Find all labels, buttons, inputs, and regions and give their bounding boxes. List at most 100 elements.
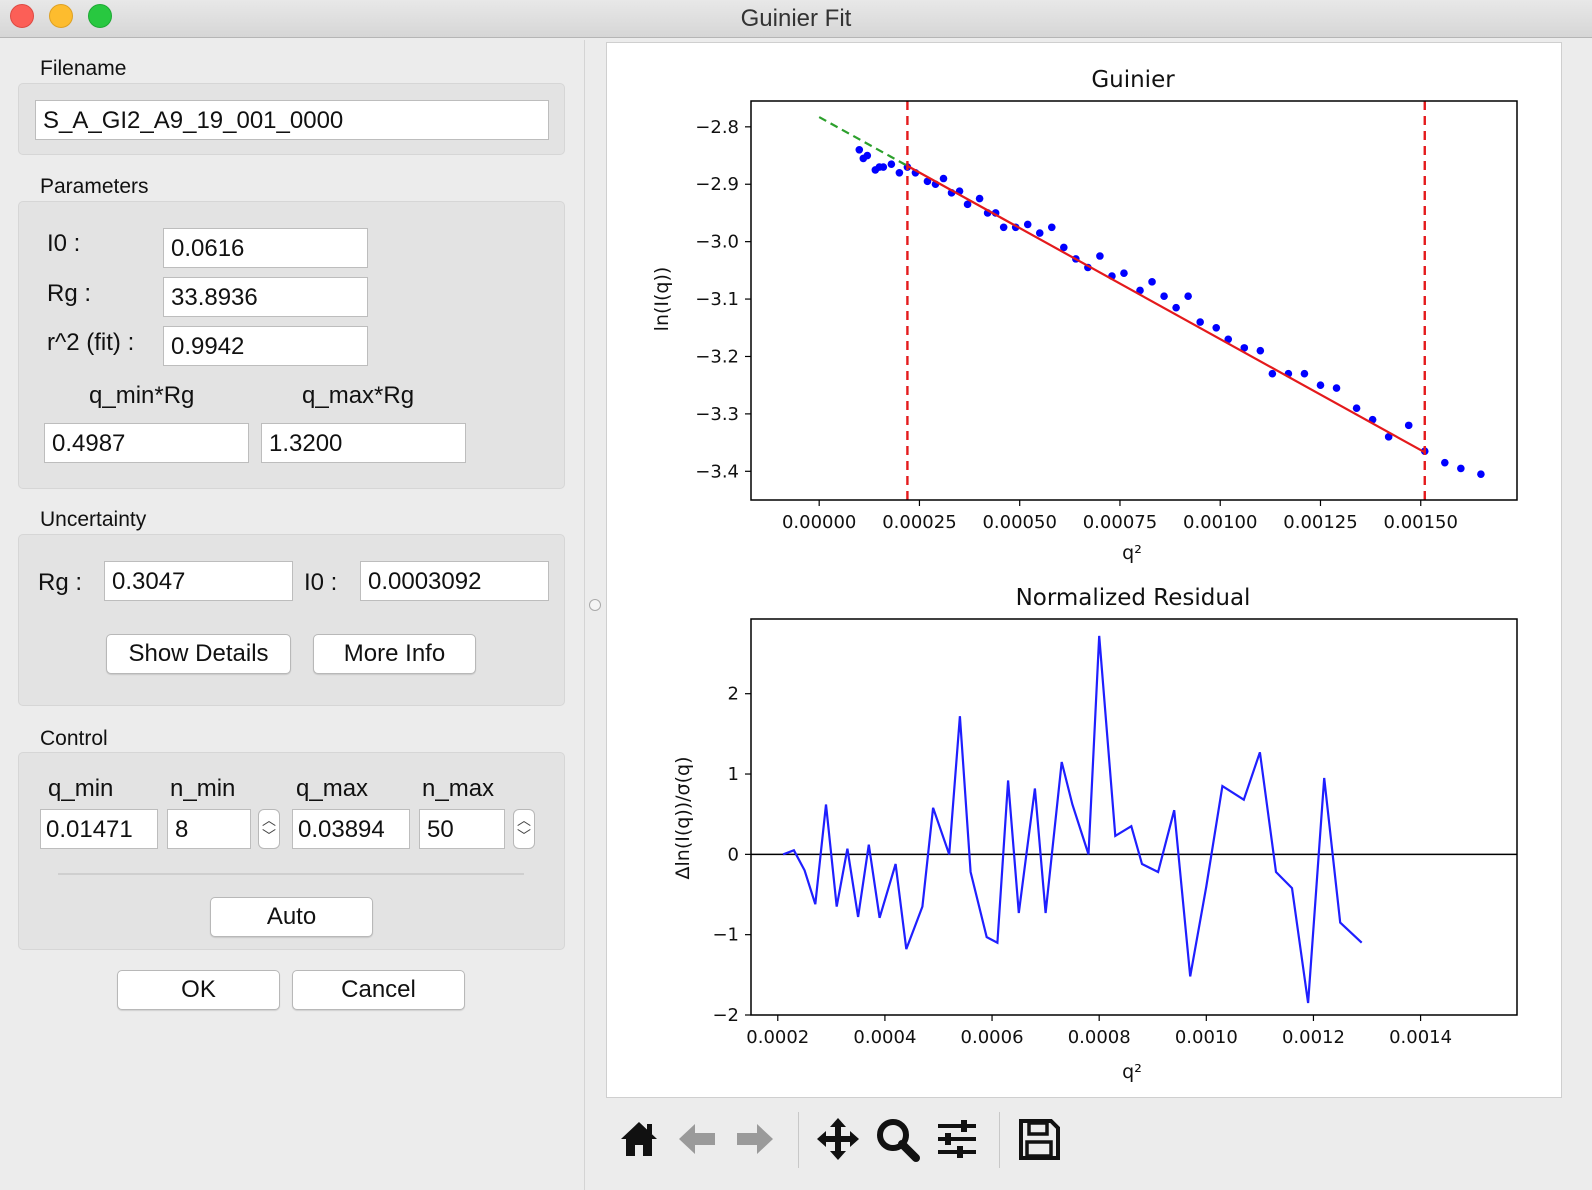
plot-toolbar: [604, 1102, 1564, 1190]
toolbar-separator: [798, 1112, 799, 1168]
rg-uncertainty-label: Rg :: [38, 569, 83, 596]
guinier-marks: [818, 101, 1485, 500]
data-point: [1384, 433, 1393, 441]
data-point: [1035, 229, 1044, 237]
n-min-stepper[interactable]: ︿ ﹀: [258, 809, 280, 849]
toolbar-separator: [999, 1112, 1000, 1168]
i0-uncertainty-label: I0 :: [304, 569, 338, 596]
chevron-up-icon[interactable]: ︿: [262, 812, 276, 828]
residual-ylabel: Δln(I(q))/σ(q): [672, 757, 694, 880]
residual-axes-frame: [750, 618, 1518, 1016]
data-point: [1136, 286, 1144, 295]
maximize-window-button[interactable]: [88, 4, 112, 28]
data-point: [1477, 470, 1485, 478]
filename-field[interactable]: S_A_GI2_A9_19_001_0000: [35, 100, 549, 140]
n-min-label: n_min: [170, 775, 236, 802]
qmax-rg-label: q_max*Rg: [302, 382, 415, 409]
residual-ytick-label: 1: [728, 764, 739, 785]
parameters-section-label: Parameters: [40, 175, 149, 198]
i0-field[interactable]: 0.0616: [163, 228, 368, 268]
data-point: [1047, 223, 1056, 232]
pan-icon[interactable]: [809, 1110, 867, 1168]
data-point: [1196, 318, 1204, 326]
data-point: [1023, 220, 1032, 229]
residual-chart: Normalized Residual 0.0002 0.0004 0.0006 0.…: [672, 585, 1518, 1083]
data-point: [939, 174, 948, 183]
panel-splitter[interactable]: [584, 40, 604, 1190]
n-min-field[interactable]: 8: [167, 809, 251, 849]
filename-section-label: Filename: [40, 57, 127, 80]
auto-button[interactable]: Auto: [210, 897, 373, 937]
zoom-icon[interactable]: [868, 1110, 926, 1168]
minimize-window-button[interactable]: [49, 4, 73, 28]
n-max-stepper[interactable]: ︿ ﹀: [513, 809, 535, 849]
q-max-label: q_max: [296, 775, 369, 802]
show-details-button[interactable]: Show Details: [106, 634, 291, 674]
data-point: [963, 200, 972, 209]
guinier-xtick-label: 0.00000: [782, 512, 856, 533]
ok-button[interactable]: OK: [117, 970, 280, 1010]
residual-xtick-label: 0.0004: [853, 1027, 916, 1048]
data-point: [1332, 384, 1341, 392]
data-point: [1212, 323, 1221, 332]
data-point: [1316, 381, 1325, 389]
configure-subplots-icon[interactable]: [928, 1110, 986, 1168]
plot-panel: Guinier 0.00000 0.00025 0.00050 0.00075 0.00…: [604, 40, 1564, 1190]
splitter-handle[interactable]: [589, 599, 601, 611]
chevron-down-icon[interactable]: ﹀: [262, 828, 276, 844]
data-point: [1404, 421, 1413, 430]
back-arrow-icon[interactable]: [668, 1110, 726, 1168]
residual-xtick-label: 0.0012: [1282, 1027, 1345, 1048]
qmin-rg-field[interactable]: 0.4987: [44, 423, 249, 463]
figure-svg: Guinier 0.00000 0.00025 0.00050 0.00075 0.00…: [651, 67, 1518, 1083]
rg-field[interactable]: 33.8936: [163, 277, 368, 317]
i0-uncertainty-field[interactable]: 0.0003092: [360, 561, 549, 601]
uncertainty-group: Rg : 0.3047 I0 : 0.0003092 Show Details …: [18, 534, 565, 706]
title-bar: Guinier Fit: [0, 0, 1592, 38]
chevron-down-icon[interactable]: ﹀: [517, 828, 531, 844]
data-point: [1441, 458, 1449, 467]
close-window-button[interactable]: [10, 4, 34, 28]
more-info-button[interactable]: More Info: [313, 634, 476, 674]
residual-xtick-label: 0.0002: [746, 1027, 809, 1048]
data-point: [1148, 278, 1156, 286]
guinier-ytick-label: −3.2: [695, 346, 739, 367]
residual-xtick-label: 0.0006: [961, 1027, 1024, 1048]
rg-uncertainty-field[interactable]: 0.3047: [104, 561, 293, 601]
data-point: [863, 151, 872, 160]
r2-field[interactable]: 0.9942: [163, 326, 368, 366]
save-icon[interactable]: [1010, 1110, 1068, 1168]
rg-label: Rg :: [47, 280, 92, 307]
data-point: [1352, 404, 1361, 412]
qmax-rg-field[interactable]: 1.3200: [261, 423, 466, 463]
home-icon[interactable]: [610, 1110, 668, 1168]
data-point: [1120, 269, 1128, 278]
q-min-label: q_min: [48, 775, 114, 802]
data-point: [1224, 335, 1233, 344]
residual-ytick-label: 0: [728, 844, 739, 865]
r2-label: r^2 (fit) :: [47, 329, 135, 356]
figure-canvas[interactable]: Guinier 0.00000 0.00025 0.00050 0.00075 0.00…: [606, 42, 1562, 1098]
guinier-ytick-label: −2.9: [695, 174, 739, 195]
data-point: [1256, 346, 1265, 355]
q-min-field[interactable]: 0.01471: [40, 809, 158, 849]
data-point: [895, 168, 904, 177]
q-max-field[interactable]: 0.03894: [292, 809, 410, 849]
data-point: [1457, 464, 1465, 473]
forward-arrow-icon[interactable]: [726, 1110, 784, 1168]
guinier-xtick-label: 0.00025: [882, 512, 956, 533]
residual-line: [782, 635, 1363, 1004]
guinier-xtick-label: 0.00100: [1183, 512, 1257, 533]
residual-ticks: 0.0002 0.0004 0.0006 0.0008 0.0010 0.0012 0.00…: [712, 684, 1452, 1048]
chevron-up-icon[interactable]: ︿: [517, 812, 531, 828]
guinier-axes-frame: [750, 100, 1518, 501]
window-title: Guinier Fit: [740, 5, 852, 32]
data-point: [1184, 292, 1192, 300]
extrapolation-line: [818, 116, 908, 167]
guinier-ytick-label: −3.1: [695, 289, 739, 310]
cancel-button[interactable]: Cancel: [292, 970, 465, 1010]
data-point: [1240, 344, 1249, 352]
n-max-field[interactable]: 50: [419, 809, 505, 849]
residual-xtick-label: 0.0008: [1068, 1027, 1131, 1048]
residual-marks: [751, 635, 1517, 1004]
